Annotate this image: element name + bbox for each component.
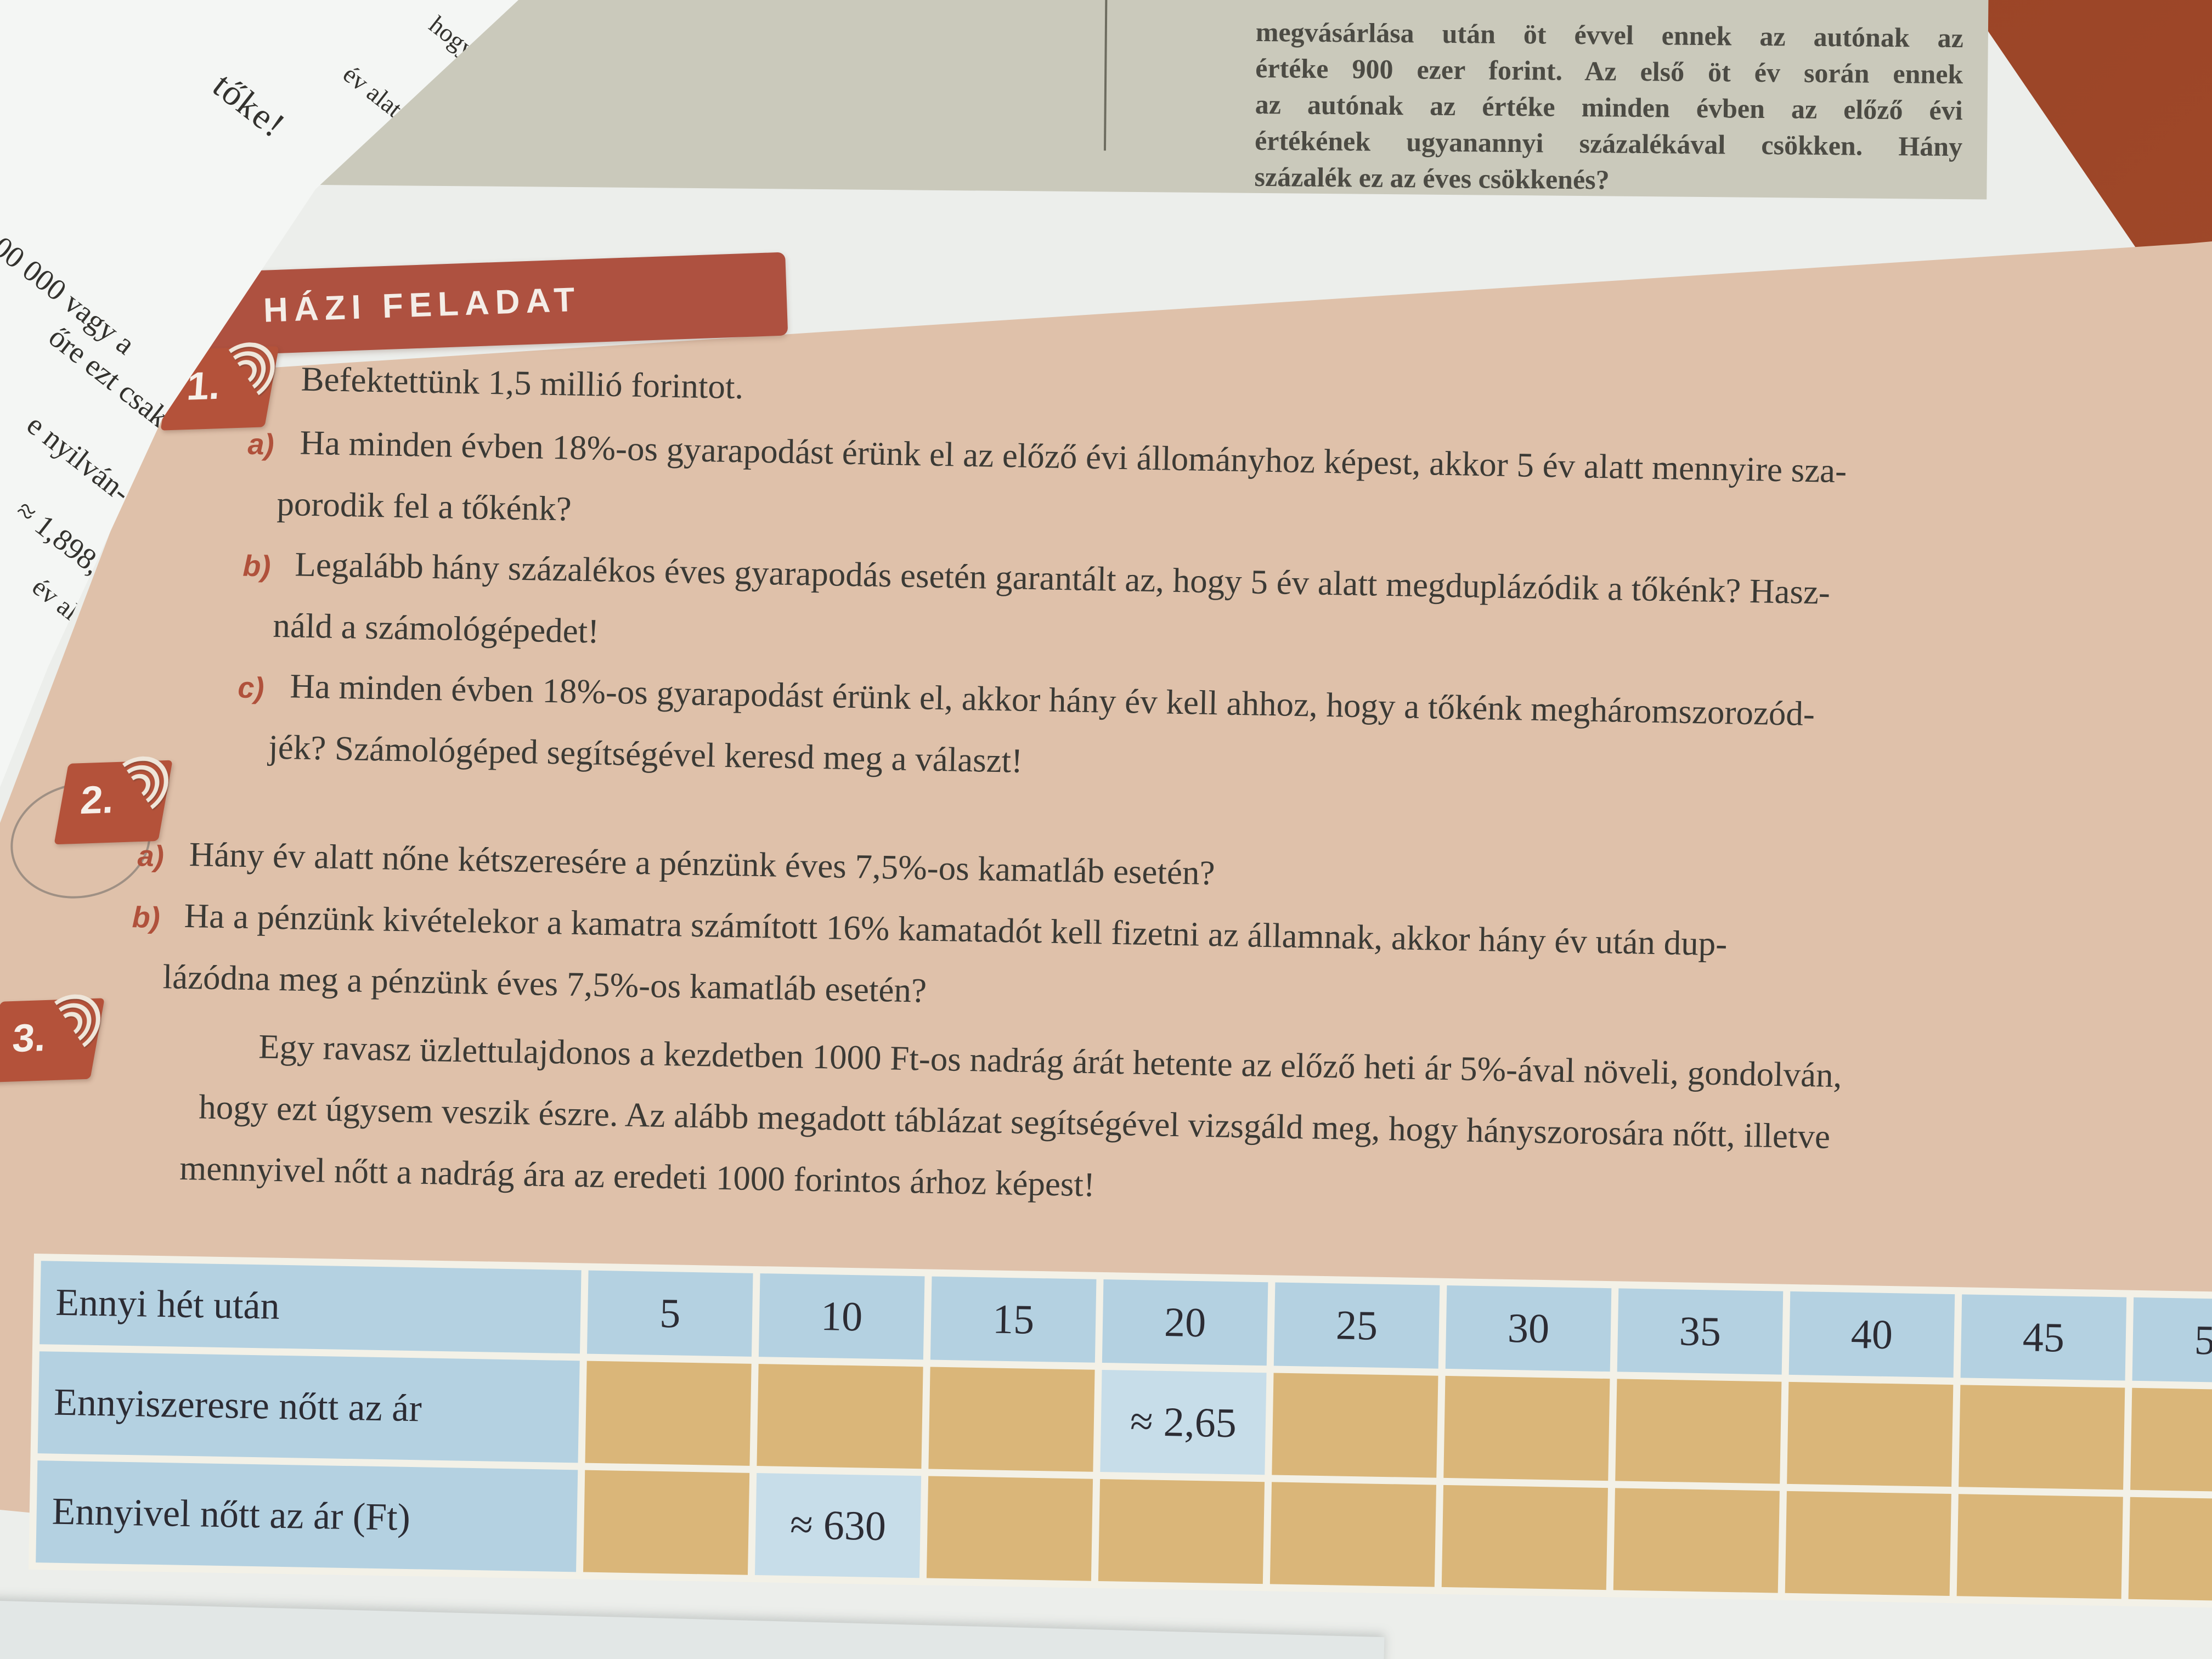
- table-header-cell: 35: [1617, 1288, 1784, 1375]
- problem-1b-line: Legalább hány százalékos éves gyarapodás…: [294, 545, 1831, 612]
- table-cell-value: ≈ 630: [754, 1473, 922, 1578]
- problem-2b-marker: b): [132, 901, 161, 935]
- table-header-cell: 25: [1273, 1282, 1440, 1369]
- table-cell-empty: [928, 1367, 1095, 1472]
- table-header-cell: 30: [1445, 1285, 1612, 1372]
- table-cell-empty: [585, 1361, 752, 1466]
- table-cell-empty: [2130, 1387, 2212, 1493]
- problem-2a-line: Hány év alatt nőne kétszeresére a pénzün…: [189, 834, 1216, 893]
- prev-page-fragment: e nyilván-: [20, 407, 137, 509]
- problems-layer: 1. Befektettünk 1,5 millió forintot. a) …: [0, 340, 2212, 1310]
- table-cell-empty: [1613, 1488, 1780, 1593]
- car-problem-line: értéke 900 ezer forint. Az első öt év so…: [1255, 52, 1963, 90]
- table-cell-empty: [1441, 1485, 1608, 1590]
- page-bottom-edge: [0, 1600, 1385, 1659]
- table-cell-empty: [1785, 1491, 1951, 1596]
- table-header-cell: 5: [586, 1270, 753, 1357]
- problem-1a-line: porodik fel a tőkénk?: [276, 484, 572, 528]
- table-header-cell: 15: [930, 1276, 1097, 1363]
- problem-1a-line: Ha minden évben 18%-os gyarapodást érünk…: [299, 423, 1847, 490]
- weeks-table: Ennyi hét után 5 10 15 20 25 30 35 40 45…: [28, 1254, 2212, 1610]
- table-cell-empty: [1098, 1479, 1265, 1584]
- table-row-label: Ennyivel nőtt az ár (Ft): [36, 1460, 578, 1572]
- problem-1b-marker: b): [242, 549, 271, 583]
- table-header-cell: 10: [758, 1273, 925, 1360]
- table-cell-empty: [1956, 1494, 2123, 1599]
- table-cell-empty: [1959, 1385, 2125, 1490]
- problem-2-badge: 2.: [54, 754, 176, 845]
- problem-1a-marker: a): [247, 427, 275, 461]
- problem-1-intro: Befektettünk 1,5 millió forintot.: [301, 359, 744, 407]
- table-cell-empty: [1272, 1373, 1438, 1478]
- problem-2b-line: Ha a pénzünk kivételekor a kamatra számí…: [184, 896, 1728, 963]
- table-header-cell: 50: [2132, 1297, 2212, 1384]
- table-header-label: Ennyi hét után: [40, 1261, 582, 1354]
- table-header-cell: 40: [1788, 1291, 1955, 1378]
- prev-page-fragment: tőke!: [205, 65, 294, 146]
- column-divider: [1103, 0, 1108, 151]
- problem-3-line: Egy ravasz üzlettulajdonos a kezdetben 1…: [258, 1027, 1843, 1095]
- table-cell-empty: [1615, 1379, 1782, 1484]
- table-cell-empty: [926, 1476, 1093, 1581]
- car-problem-line: értékének ugyanannyi százalékával csökke…: [1254, 125, 1963, 162]
- problem-3-badge: 3.: [0, 992, 108, 1083]
- table-cell-empty: [2128, 1497, 2212, 1602]
- table-cell-empty: [1787, 1381, 1954, 1487]
- car-problem-text: megvásárlása után öt évvel ennek az autó…: [1254, 14, 1963, 201]
- car-problem-line: százalék ez az éves csökkenés?: [1254, 161, 1610, 195]
- table-cell-empty: [583, 1470, 750, 1575]
- problem-3-line: mennyivel nőtt a nadrág ára az eredeti 1…: [179, 1148, 1096, 1204]
- problem-1c-line: Ha minden évben 18%-os gyarapodást érünk…: [289, 667, 1815, 733]
- table-cell-value: ≈ 2,65: [1100, 1370, 1267, 1475]
- prev-page-fragment: ≈ 1,898,: [9, 493, 109, 581]
- homework-banner-label: HÁZI FELADAT: [262, 280, 582, 330]
- table-header-cell: 45: [1960, 1294, 2127, 1381]
- table-header-cell: 20: [1102, 1279, 1268, 1366]
- table-cell-empty: [1443, 1375, 1610, 1481]
- table-cell-empty: [1269, 1482, 1437, 1587]
- problem-1c-line: jék? Számológéped segítségével keresd me…: [268, 727, 1023, 780]
- problem-2a-marker: a): [137, 839, 165, 873]
- problem-1b-line: náld a számológépedet!: [272, 606, 600, 651]
- problem-2b-line: lázódna meg a pénzünk éves 7,5%-os kamat…: [162, 957, 927, 1010]
- problem-1c-marker: c): [237, 671, 264, 705]
- car-problem-line: az autónak az értéke minden évben az elő…: [1255, 88, 1963, 126]
- problem-3-line: hogy ezt úgysem veszik észre. Az alább m…: [198, 1087, 1831, 1156]
- table-row-label: Ennyiszeresre nőtt az ár: [37, 1351, 580, 1463]
- car-problem-line: megvásárlása után öt évvel ennek az autó…: [1255, 16, 1964, 54]
- table-cell-empty: [757, 1364, 923, 1469]
